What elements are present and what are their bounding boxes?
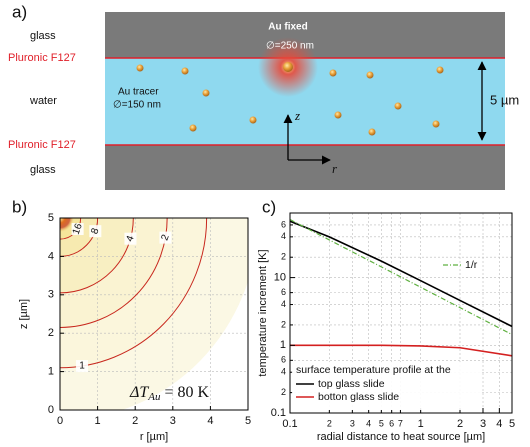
y-tick-label: 6 — [281, 219, 286, 229]
layer-label: glass — [30, 30, 56, 42]
panel-a: a) glass Pluronic F127 water Pluronic F1… — [8, 2, 519, 190]
y-tick-label: 6 — [281, 355, 286, 365]
y-axis-label: z [µm] — [18, 299, 30, 329]
r-label: r — [332, 161, 338, 176]
x-tick-label: 4 — [207, 415, 213, 427]
x-tick-label: 0.1 — [282, 418, 297, 430]
panel-b: 16 8 4 2 1 0 1 2 3 4 5 0 1 2 3 4 5 r [µm] z [µm] b) ΔTAu = 8… — [12, 197, 251, 443]
x-tick-label: 5 — [245, 415, 251, 427]
fixed-particle — [283, 62, 293, 72]
y-tick-label: 4 — [48, 250, 54, 262]
y-tick-label: 2 — [281, 387, 286, 397]
level-label: 16 — [71, 222, 85, 237]
y-tick-label: 6 — [281, 287, 286, 297]
tracer-name: Au tracer — [118, 87, 159, 98]
x-tick-label: 3 — [350, 418, 355, 428]
fixed-size: ∅=250 nm — [266, 41, 314, 52]
level-label: 8 — [89, 226, 101, 235]
y-tick-label: 2 — [281, 252, 286, 262]
x-tick-label: 2 — [327, 418, 332, 428]
layer-label: glass — [30, 164, 56, 176]
frame — [59, 217, 249, 411]
x-tick-label: 1 — [418, 418, 424, 430]
y-tick-label: 1 — [48, 366, 54, 378]
legend-bg — [292, 362, 480, 410]
level-label: 4 — [124, 234, 136, 243]
y-tick-label: 0.1 — [271, 407, 286, 419]
z-label: z — [294, 108, 300, 123]
tracer-size: ∅=150 nm — [113, 100, 161, 111]
level-label-bg — [159, 231, 172, 244]
hot-spot — [60, 218, 74, 232]
level-label-bg — [89, 225, 102, 238]
annotation-main: ΔT — [129, 384, 149, 401]
level-label: 1 — [79, 361, 85, 372]
x-tick-label: 4 — [496, 418, 502, 430]
tracers — [136, 64, 444, 136]
x-axis-label: radial distance to heat source [µm] — [317, 431, 485, 443]
glass-bottom — [105, 145, 505, 190]
panel-label: a) — [12, 2, 27, 21]
series-line — [290, 344, 513, 357]
medium-label: water — [29, 95, 57, 107]
y-tick-label: 2 — [281, 319, 286, 329]
y-axis-label: temperature increment [K] — [257, 249, 269, 376]
x-tick-label: 5 — [379, 418, 384, 428]
x-tick-label: 3 — [170, 415, 176, 427]
level-label-bg — [76, 360, 89, 373]
coating-label: Pluronic F127 — [8, 139, 76, 151]
x-tick-label: 6 — [389, 418, 394, 428]
x-tick-label: 1 — [95, 415, 101, 427]
level-label-bg — [124, 232, 137, 245]
x-tick-label: 2 — [132, 415, 138, 427]
y-tick-label: 2 — [48, 327, 54, 339]
legend-label: top glass slide — [318, 378, 385, 390]
series-line — [289, 220, 513, 328]
contour-line — [60, 218, 99, 257]
x-tick-label: 2 — [457, 418, 463, 430]
y-tick-label: 10 — [274, 272, 286, 284]
frame — [289, 212, 513, 414]
contour-line — [60, 218, 208, 369]
y-tick-label: 3 — [48, 289, 54, 301]
legend-label: botton glass slide — [318, 391, 399, 403]
legend-label: 1/r — [465, 259, 478, 271]
y-tick-label: 4 — [281, 367, 286, 377]
annotation-rest: = 80 K — [161, 384, 210, 401]
x-tick-label: 4 — [366, 418, 371, 428]
y-tick-label: 5 — [48, 212, 54, 224]
y-tick-label: 1 — [280, 339, 286, 351]
y-tick-label: 0 — [48, 404, 54, 416]
annotation: ΔTAu = 80 K — [129, 384, 210, 403]
y-tick-label: 4 — [281, 299, 286, 309]
legend-title: surface temperature profile at the — [296, 364, 451, 376]
level-label-bg — [71, 223, 84, 236]
x-tick-label: 0 — [57, 415, 63, 427]
y-tick-label: 4 — [281, 231, 286, 241]
panel-label: c) — [262, 197, 276, 216]
coating-label: Pluronic F127 — [8, 52, 76, 64]
x-tick-label: 7 — [398, 418, 403, 428]
series-line — [289, 219, 513, 336]
x-tick-label: 3 — [480, 418, 486, 430]
level-label: 2 — [159, 233, 171, 242]
x-tick-label: 5 — [509, 418, 515, 430]
x-axis-label: r [µm] — [140, 431, 168, 443]
panel-label: b) — [12, 197, 27, 216]
thickness-label: 5 µm — [490, 92, 519, 107]
annotation-sub: Au — [147, 391, 161, 403]
fixed-name: Au fixed — [268, 22, 307, 33]
